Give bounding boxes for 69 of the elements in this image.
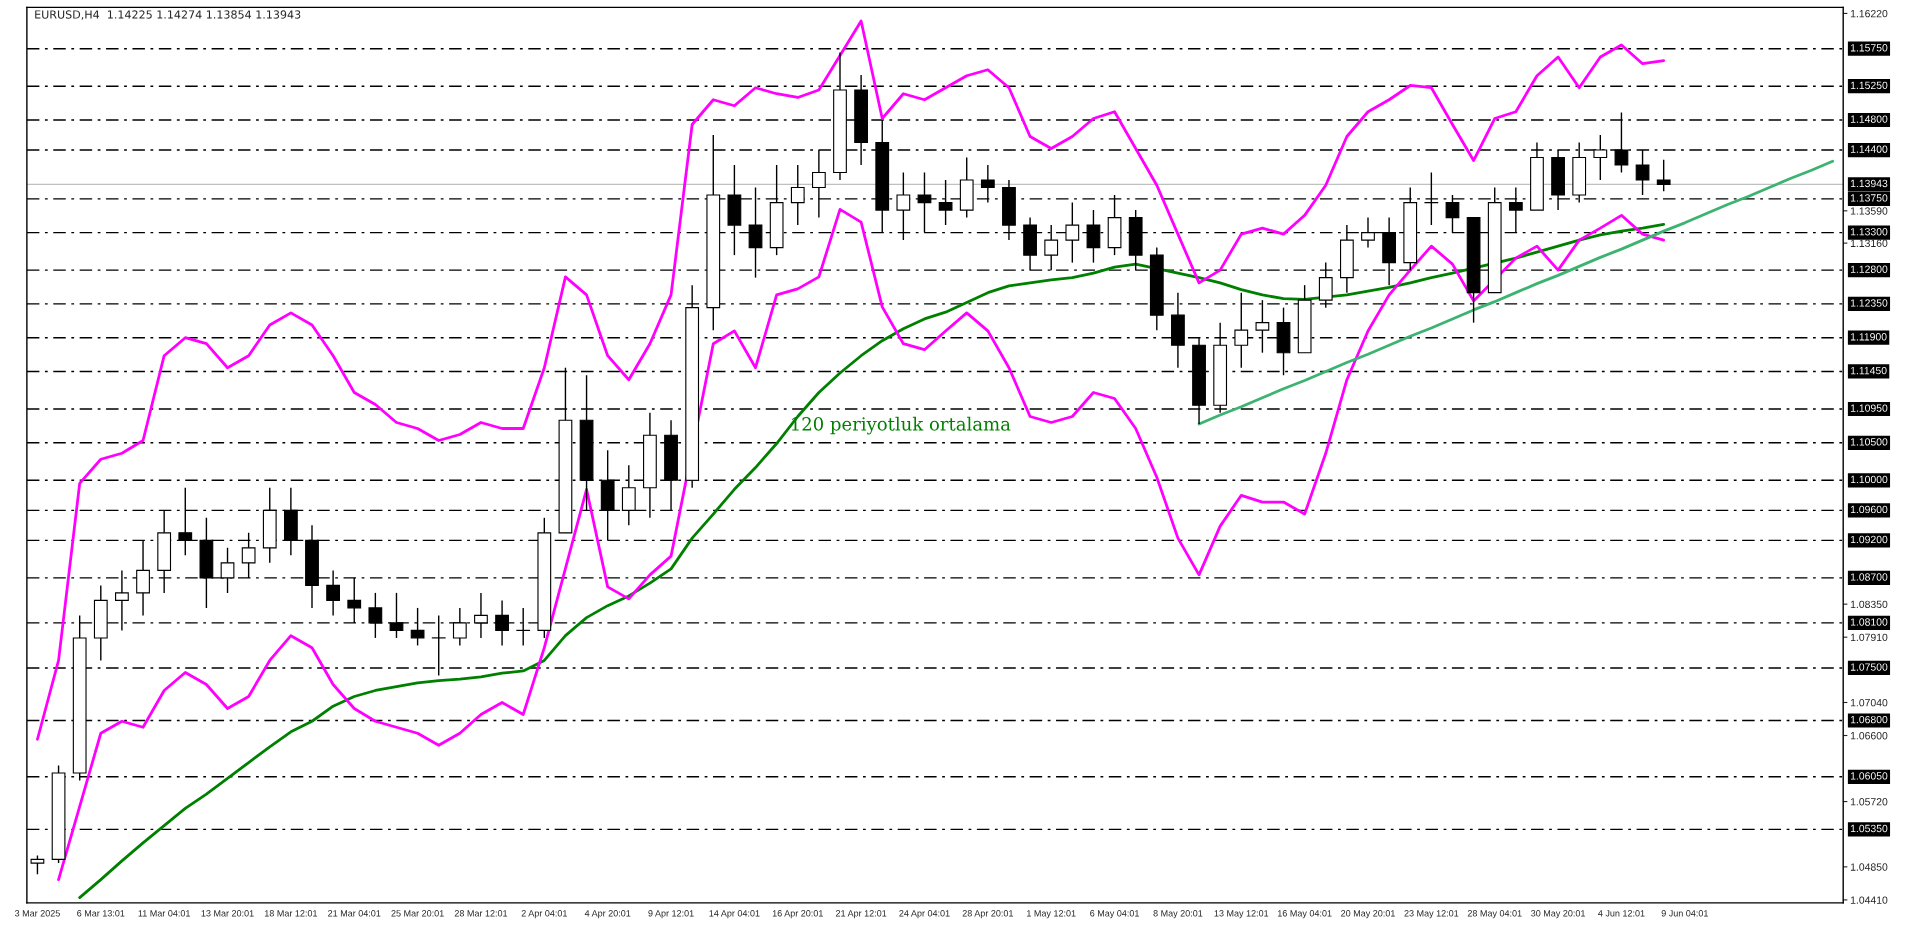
x-tick-label: 13 Mar 20:01 [201, 910, 254, 917]
y-tick-label: 1.04850 [1850, 863, 1888, 871]
x-tick-label: 25 Mar 20:01 [391, 910, 444, 917]
x-tick-label: 16 Apr 20:01 [772, 910, 823, 919]
x-tick-label: 6 May 04:01 [1090, 910, 1139, 919]
ref-line-label: 1.12800 [1850, 265, 1888, 273]
y-tick-label: 1.07910 [1850, 633, 1888, 642]
ref-line-label: 1.07500 [1850, 663, 1888, 671]
x-tick-label: 23 May 12:01 [1404, 910, 1459, 919]
x-tick-label: 4 Apr 20:01 [584, 910, 631, 919]
annotation: 120 periyotluk ortalama [791, 416, 1011, 435]
ref-line-label: 1.06050 [1850, 772, 1888, 780]
candlestick [368, 592, 383, 639]
ref-line-label: 1.13750 [1850, 194, 1888, 202]
x-tick-label: 2 Apr 04:01 [521, 910, 567, 919]
x-tick-label: 30 May 20:01 [1531, 910, 1585, 919]
ref-line-label: 1.11450 [1850, 366, 1887, 375]
y-tick-label: 1.13160 [1850, 239, 1888, 247]
candlestick [790, 164, 805, 226]
ref-line-label: 1.10500 [1850, 438, 1888, 446]
y-tick-label: 1.05720 [1850, 798, 1888, 806]
x-tick-label: 13 May 12:01 [1214, 910, 1269, 919]
ref-line-label: 1.05350 [1850, 824, 1888, 833]
y-tick-label: 1.04410 [1850, 896, 1888, 904]
ref-line-label: 1.08100 [1850, 618, 1888, 626]
x-tick-label: 9 Apr 12:01 [648, 910, 694, 919]
ref-line-label: 1.10950 [1850, 404, 1888, 412]
x-tick-label: 4 Jun 12:01 [1598, 910, 1645, 917]
ref-line-label: 1.13943 [1850, 179, 1888, 188]
x-tick-label: 3 Mar 2025 [14, 910, 60, 917]
candlestick [431, 614, 446, 677]
ref-line-label: 1.15750 [1850, 44, 1888, 52]
line-series [1197, 159, 1835, 426]
y-tick-label: 1.16220 [1850, 9, 1888, 18]
ref-line-label: 1.11900 [1850, 333, 1887, 341]
chart-title: EURUSD,H4 1.14225 1.14274 1.13854 1.13943 [35, 10, 301, 20]
ref-line-label: 1.15250 [1850, 81, 1888, 90]
line-series [36, 19, 1666, 741]
x-tick-label: 28 Mar 12:01 [454, 910, 508, 917]
y-tick-label: 1.13590 [1850, 207, 1888, 215]
x-tick-label: 16 May 04:01 [1277, 910, 1332, 919]
x-tick-label: 14 Apr 04:01 [709, 910, 760, 919]
ref-line-label: 1.06800 [1850, 715, 1888, 724]
ref-line-label: 1.09200 [1850, 535, 1888, 544]
x-tick-label: 24 Apr 04:01 [899, 910, 950, 919]
y-tick-label: 1.06600 [1850, 732, 1888, 740]
x-tick-label: 20 May 20:01 [1341, 910, 1395, 919]
x-tick-label: 11 Mar 04:01 [138, 910, 190, 917]
candlestick [474, 592, 488, 639]
x-tick-label: 28 May 04:01 [1467, 910, 1522, 919]
x-tick-label: 1 May 12:01 [1027, 910, 1076, 919]
x-tick-label: 6 Mar 13:01 [77, 910, 125, 917]
x-tick-label: 28 Apr 20:01 [962, 910, 1013, 919]
y-tick-label: 1.07040 [1850, 698, 1888, 707]
ref-line-label: 1.12350 [1850, 299, 1888, 307]
candlestick [1656, 159, 1671, 193]
x-tick-label: 8 May 20:01 [1153, 910, 1203, 919]
x-tick-label: 21 Mar 04:01 [328, 910, 381, 917]
x-tick-label: 9 Jun 04:01 [1661, 910, 1708, 917]
ref-line-label: 1.13300 [1850, 228, 1888, 236]
y-tick-label: 1.08350 [1850, 600, 1888, 609]
x-tick-label: 21 Apr 12:01 [835, 910, 887, 919]
candlestick [30, 854, 45, 876]
ref-line-label: 1.14800 [1850, 115, 1888, 123]
ref-line-label: 1.10000 [1850, 475, 1888, 484]
x-tick-label: 18 Mar 12:01 [264, 910, 318, 917]
ref-line-label: 1.08700 [1850, 573, 1888, 581]
ref-line-label: 1.14400 [1850, 145, 1888, 153]
ref-line-label: 1.09600 [1850, 505, 1888, 514]
